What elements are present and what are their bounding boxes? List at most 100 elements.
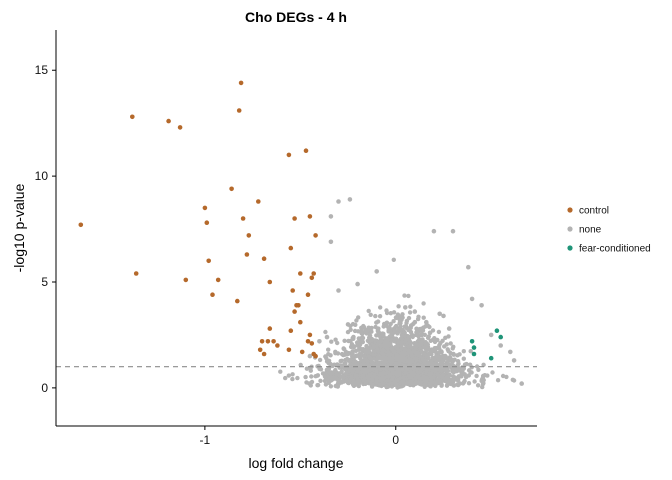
cloud-point <box>361 378 366 383</box>
point-control <box>309 275 315 281</box>
cloud-point <box>315 382 321 388</box>
cloud-point <box>461 356 466 361</box>
cloud-point <box>364 343 369 349</box>
cloud-point <box>443 335 448 340</box>
cloud-point <box>326 380 331 385</box>
cloud-point <box>426 351 432 357</box>
cloud-point <box>406 334 411 339</box>
cloud-point <box>395 356 400 361</box>
cloud-point <box>469 370 474 375</box>
cloud-point <box>384 384 389 390</box>
cloud-point <box>407 361 412 366</box>
x-tick-label: -1 <box>200 433 211 447</box>
cloud-point <box>399 357 405 363</box>
cloud-point <box>364 328 369 334</box>
cloud-point <box>424 368 429 374</box>
cloud-point <box>466 373 471 378</box>
point-none <box>519 381 524 386</box>
y-axis-title: -log10 p-value <box>11 183 27 272</box>
cloud-point <box>350 354 355 359</box>
cloud-point <box>406 344 411 349</box>
cloud-point <box>445 382 450 387</box>
cloud-point <box>504 374 509 380</box>
cloud-point <box>445 366 450 371</box>
cloud-point <box>466 381 472 386</box>
cloud-point <box>373 338 379 343</box>
y-axis-ticks: 0 5 10 15 <box>35 63 56 395</box>
cloud-point <box>381 324 386 329</box>
cloud-point <box>359 358 364 363</box>
point-control <box>286 347 292 353</box>
cloud-point <box>427 381 432 386</box>
cloud-point <box>365 360 370 365</box>
cloud-point <box>378 305 383 310</box>
cloud-point <box>340 374 346 380</box>
point-none <box>479 303 484 308</box>
cloud-point <box>385 378 390 383</box>
cloud-point <box>378 338 383 343</box>
cloud-point <box>387 373 392 378</box>
cloud-point <box>418 363 423 369</box>
cloud-point <box>376 330 381 335</box>
point-control <box>292 309 297 314</box>
point-control <box>288 328 294 334</box>
cloud-point <box>448 356 453 361</box>
point-control <box>244 252 250 257</box>
cloud-point <box>436 378 442 383</box>
cloud-point <box>278 369 283 374</box>
cloud-point <box>413 362 418 367</box>
cloud-point <box>391 257 396 262</box>
cloud-point <box>390 375 396 380</box>
cloud-point <box>338 358 343 364</box>
cloud-point <box>490 370 495 375</box>
cloud-point <box>480 381 486 387</box>
point-control <box>206 258 211 264</box>
cloud-point <box>421 374 426 379</box>
cloud-point <box>374 375 379 381</box>
cloud-point <box>437 355 442 361</box>
cloud-point <box>374 320 379 325</box>
cloud-point <box>326 360 331 366</box>
cloud-point <box>391 319 396 324</box>
cloud-point <box>414 375 420 380</box>
cloud-point <box>414 326 419 331</box>
cloud-point <box>432 373 437 378</box>
cloud-point <box>290 376 295 382</box>
cloud-point <box>350 380 355 386</box>
point-none <box>307 353 313 359</box>
cloud-point <box>361 367 366 373</box>
cloud-point <box>372 349 377 354</box>
point-control <box>133 271 139 276</box>
cloud-point <box>391 349 397 354</box>
point-control <box>236 108 242 113</box>
cloud-point <box>467 362 473 367</box>
cloud-point <box>326 352 331 357</box>
cloud-point <box>451 351 456 357</box>
cloud-point <box>290 372 295 377</box>
point-none <box>336 288 341 293</box>
cloud-point <box>476 367 481 372</box>
cloud-point <box>370 377 375 382</box>
point-control <box>204 220 210 225</box>
y-tick-label: 5 <box>41 275 48 289</box>
point-none <box>328 214 334 219</box>
point-control <box>246 233 252 238</box>
cloud-point <box>328 384 334 389</box>
point-none <box>498 343 504 348</box>
point-none <box>469 296 475 302</box>
cloud-point <box>348 376 354 382</box>
point-control <box>299 349 305 355</box>
cloud-point <box>360 373 366 378</box>
cloud-point <box>309 374 314 379</box>
cloud-point <box>468 349 473 354</box>
cloud-point <box>420 337 425 342</box>
point-none <box>328 239 334 245</box>
cloud-point <box>440 353 446 359</box>
point-none <box>431 228 437 234</box>
cloud-point <box>363 348 368 353</box>
cloud-point <box>408 379 413 385</box>
point-control <box>177 125 183 130</box>
cloud-point <box>308 368 313 373</box>
cloud-point <box>464 361 469 367</box>
